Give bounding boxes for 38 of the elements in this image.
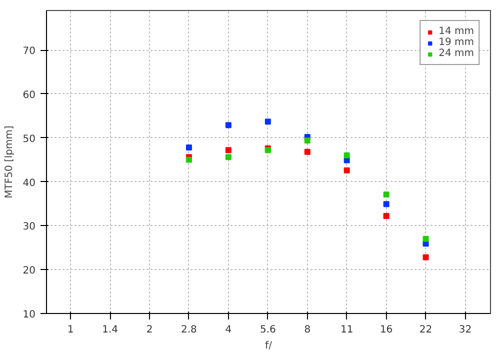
- point: [422, 254, 429, 260]
- y-tick-label: 30: [22, 222, 36, 233]
- x-tick-label: 2.8: [181, 324, 197, 336]
- point: [344, 167, 350, 174]
- x-tick-label: 1: [67, 324, 74, 336]
- y-axis-title: MTF50 [lpmm]: [4, 126, 15, 198]
- x-tick-label: 1.4: [102, 324, 118, 336]
- point: [186, 156, 192, 163]
- point: [383, 201, 390, 208]
- x-tick-label: 22: [419, 324, 432, 336]
- legend-label: 19 mm: [438, 37, 474, 48]
- legend-label: 14 mm: [438, 26, 474, 37]
- point: [422, 236, 429, 242]
- y-tick-label: 20: [22, 266, 36, 277]
- x-tick-label: 4: [225, 324, 232, 336]
- point: [225, 154, 232, 160]
- point: [225, 122, 232, 128]
- y-tick-label: 70: [22, 46, 36, 58]
- point: [383, 213, 390, 220]
- x-axis-title: f/: [265, 340, 273, 352]
- point: [186, 144, 192, 151]
- x-tick-label: 32: [458, 324, 472, 336]
- y-tick-label: 10: [22, 310, 36, 320]
- point: [344, 152, 350, 158]
- x-tick-label: 5.6: [260, 324, 276, 336]
- x-tick-label: 2: [146, 324, 153, 336]
- legend-label: 24 mm: [438, 48, 474, 59]
- x-tick-label: 8: [304, 324, 311, 336]
- y-tick-label: 40: [22, 178, 36, 189]
- point: [304, 137, 310, 144]
- point: [304, 148, 310, 155]
- point: [225, 147, 232, 154]
- y-tick-label: 50: [22, 134, 36, 145]
- point: [264, 118, 271, 125]
- point: [383, 191, 390, 198]
- x-tick-label: 16: [380, 324, 393, 336]
- y-tick-label: 60: [22, 90, 36, 101]
- x-tick-label: 11: [340, 324, 354, 336]
